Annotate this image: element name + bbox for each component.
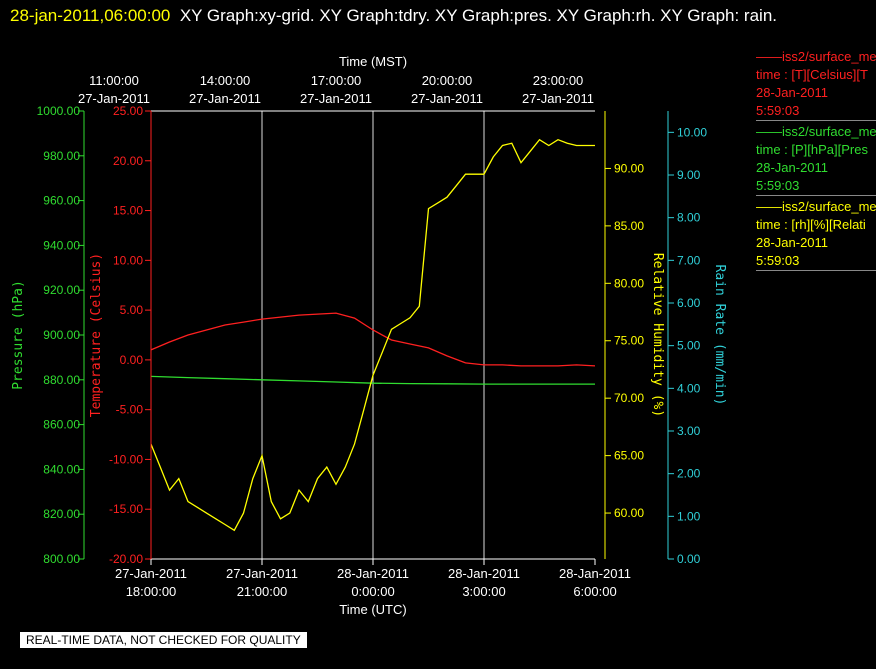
quality-notice: REAL-TIME DATA, NOT CHECKED FOR QUALITY [20, 632, 307, 648]
legend-entry-text: time : [T][Celsius][T [756, 67, 868, 82]
rain-tick-label: 10.00 [677, 125, 707, 139]
pres-tick-label: 1000.00 [37, 104, 81, 118]
rh-tick-label: 75.00 [614, 334, 644, 348]
bottom-axis-title: Time (UTC) [339, 602, 406, 617]
legend-entry-text: ——iss2/surface_me [756, 49, 876, 64]
series-line-tdry [150, 312, 596, 367]
header-title: 28-jan-2011,06:00:00 XY Graph:xy-grid. X… [10, 2, 860, 30]
rh-tick-label: 85.00 [614, 219, 644, 233]
pres-tick-label: 940.00 [43, 238, 80, 252]
top-tick-time: 20:00:00 [422, 73, 473, 88]
bottom-tick-date: 27-Jan-2011 [226, 566, 298, 581]
series-layer [150, 138, 596, 532]
top-tick-date: 27-Jan-2011 [78, 91, 150, 106]
rain-tick-label: 6.00 [677, 296, 701, 310]
tdry-tick-label: 0.00 [120, 353, 144, 367]
tdry-tick-label: -5.00 [116, 403, 144, 417]
bottom-tick-date: 28-Jan-2011 [448, 566, 520, 581]
rain-tick-label: 1.00 [677, 509, 701, 523]
top-axis-title: Time (MST) [339, 54, 407, 69]
rain-tick-label: 0.00 [677, 552, 701, 566]
pres-tick-label: 840.00 [43, 462, 80, 476]
rh-tick-label: 70.00 [614, 391, 644, 405]
rain-tick-label: 5.00 [677, 339, 701, 353]
legend-entry-text: 28-Jan-2011 [756, 235, 829, 250]
rh-tick-label: 60.00 [614, 506, 644, 520]
rh-tick-label: 65.00 [614, 449, 644, 463]
tdry-tick-label: -10.00 [109, 452, 143, 466]
series-line-rh [150, 138, 595, 532]
legend-entry-text: 5:59:03 [756, 253, 800, 268]
legend-entry-text: time : [rh][%][Relati [756, 217, 866, 232]
axis-layer: 800.00 820.00 840.00 860.00 880.00 900.00 920.… [11, 54, 727, 617]
legend: ——iss2/surface_me time : [T][Celsius][T 28… [756, 48, 876, 273]
rain-tick-label: 7.00 [677, 253, 701, 267]
rain-tick-label: 3.00 [677, 424, 701, 438]
tdry-tick-label: 5.00 [120, 303, 144, 317]
legend-entry-text: 5:59:03 [756, 178, 800, 193]
pres-tick-label: 800.00 [43, 552, 80, 566]
rain-tick-label: 4.00 [677, 381, 701, 395]
header-timestamp: 28-jan-2011,06:00:00 [10, 6, 171, 25]
bottom-tick-date: 28-Jan-2011 [559, 566, 631, 581]
pres-tick-label: 820.00 [43, 507, 80, 521]
series-line-pres [150, 375, 595, 385]
tdry-tick-label: 15.00 [113, 204, 143, 218]
legend-entry-text: ——iss2/surface_me [756, 124, 876, 139]
top-tick-date: 27-Jan-2011 [522, 91, 594, 106]
top-tick-time: 11:00:00 [89, 73, 139, 88]
top-tick-date: 27-Jan-2011 [411, 91, 483, 106]
bottom-tick-time: 3:00:00 [462, 584, 505, 599]
legend-entry-text: 28-Jan-2011 [756, 160, 829, 175]
top-tick-date: 27-Jan-2011 [300, 91, 372, 106]
top-tick-time: 14:00:00 [200, 73, 251, 88]
bottom-tick-time: 21:00:00 [237, 584, 288, 599]
tdry-tick-label: -15.00 [109, 502, 143, 516]
pres-tick-label: 880.00 [43, 373, 80, 387]
legend-entry-text: 5:59:03 [756, 103, 800, 118]
top-tick-date: 27-Jan-2011 [189, 91, 261, 106]
pres-tick-label: 960.00 [43, 194, 80, 208]
legend-entry-text: time : [P][hPa][Pres [756, 142, 868, 157]
rh-tick-label: 90.00 [614, 161, 644, 175]
top-tick-time: 23:00:00 [533, 73, 584, 88]
tdry-tick-label: -20.00 [109, 552, 143, 566]
bottom-tick-date: 28-Jan-2011 [337, 566, 409, 581]
tdry-tick-label: 20.00 [113, 154, 143, 168]
bottom-tick-time: 18:00:00 [126, 584, 177, 599]
pres-tick-label: 900.00 [43, 328, 80, 342]
grid-layer [151, 110, 595, 560]
pres-tick-label: 920.00 [43, 283, 80, 297]
bottom-tick-time: 0:00:00 [351, 584, 394, 599]
top-tick-time: 17:00:00 [311, 73, 362, 88]
pres-axis-title: Pressure (hPa) [11, 280, 26, 390]
tdry-tick-label: 10.00 [113, 253, 143, 267]
tdry-tick-label: 25.00 [113, 104, 143, 118]
bottom-tick-time: 6:00:00 [573, 584, 616, 599]
rain-tick-label: 9.00 [677, 168, 701, 182]
bottom-tick-date: 27-Jan-2011 [115, 566, 187, 581]
rain-axis-title: Rain Rate (mm/min) [712, 265, 727, 406]
legend-entry-text: 28-Jan-2011 [756, 85, 829, 100]
rain-tick-label: 8.00 [677, 211, 701, 225]
header-graph-list: XY Graph:xy-grid. XY Graph:tdry. XY Grap… [179, 6, 778, 25]
rain-tick-label: 2.00 [677, 467, 701, 481]
rh-axis-title: Relative Humidity (%) [650, 253, 665, 417]
pres-tick-label: 860.00 [43, 418, 80, 432]
pres-tick-label: 980.00 [43, 149, 80, 163]
legend-entry-text: ——iss2/surface_me [756, 199, 876, 214]
rh-tick-label: 80.00 [614, 276, 644, 290]
tdry-axis-title: Temperature (Celsius) [89, 253, 104, 417]
